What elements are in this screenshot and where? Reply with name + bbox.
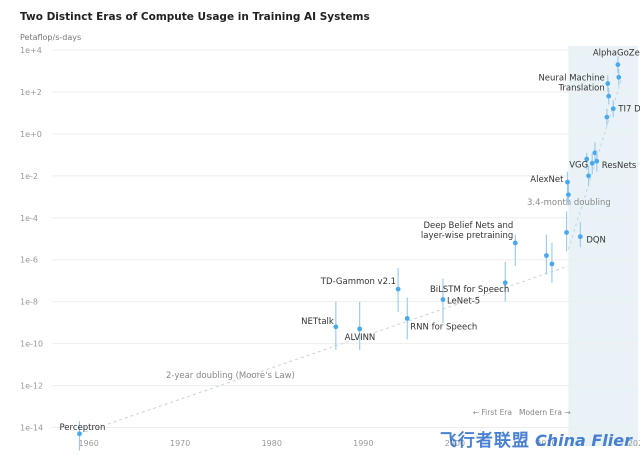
point-label: NETtalk: [301, 317, 334, 327]
data-point: [584, 156, 590, 162]
point-label: ALVINN: [345, 333, 376, 343]
data-point: [564, 230, 569, 235]
y-tick-label: 1e-10: [20, 340, 43, 349]
point-label: VGG: [569, 160, 588, 170]
y-tick-label: 1e-8: [20, 298, 38, 307]
data-point: [544, 253, 549, 258]
data-point: [566, 192, 571, 198]
data-point: [594, 158, 600, 164]
point-label: Perceptron: [59, 423, 105, 433]
data-point: [592, 150, 598, 156]
data-point: [577, 234, 583, 240]
y-tick-label: 1e-14: [20, 424, 43, 433]
watermark-logo: 飞行者联盟 China Flier: [440, 426, 632, 451]
data-point: [395, 286, 401, 292]
y-tick-label: 1e-4: [20, 214, 38, 223]
y-tick-label: 1e+0: [20, 130, 42, 139]
point-label: Deep Belief Nets and layer-wise pretraini…: [421, 221, 513, 241]
x-tick-label: 2000: [445, 439, 465, 448]
data-point: [440, 297, 446, 302]
y-tick-label: 1e+2: [20, 88, 42, 97]
data-point: [502, 280, 508, 286]
x-tick-label: 2010: [536, 439, 556, 448]
data-point: [604, 114, 610, 120]
data-point: [586, 173, 591, 179]
data-point: [606, 93, 612, 99]
point-label: BiLSTM for Speech: [430, 285, 509, 295]
point-label: RNN for Speech: [410, 322, 477, 332]
data-point: [512, 240, 518, 246]
point-label: TI7 Dota 1v1: [617, 105, 640, 115]
y-axis-label: Petaflop/s-days: [20, 33, 81, 42]
x-tick-label: 2020: [628, 439, 640, 448]
x-tick-label: 1970: [170, 439, 190, 448]
era-label-modern: Modern Era →: [519, 408, 571, 417]
data-point: [549, 261, 555, 267]
era-label-first: ← First Era: [473, 408, 512, 417]
point-label: Neural Machine Translation: [538, 74, 604, 94]
y-tick-label: 1e-6: [20, 256, 38, 265]
data-point: [605, 81, 611, 86]
data-point: [404, 316, 410, 321]
point-label: ResNets: [602, 161, 637, 171]
point-label: AlexNet: [530, 175, 564, 185]
chart-title: Two Distinct Eras of Compute Usage in Tr…: [20, 11, 370, 23]
data-point: [77, 431, 82, 437]
trend-label-moores-law: 2-year doubling (Moore's Law): [166, 371, 295, 381]
watermark-en: China Flier: [534, 431, 632, 450]
x-tick-label: 1980: [262, 439, 282, 448]
x-tick-label: 1960: [78, 439, 98, 448]
point-label: LeNet-5: [447, 297, 480, 307]
data-point: [610, 106, 616, 112]
data-point: [589, 160, 595, 166]
point-label: DQN: [586, 236, 606, 246]
trend-line-0: [79, 265, 569, 435]
data-point: [333, 324, 339, 330]
point-label: AlphaGoZero: [593, 49, 640, 59]
y-tick-label: 1e+4: [20, 46, 42, 55]
x-tick-label: 1990: [353, 439, 373, 448]
y-tick-label: 1e-2: [20, 172, 38, 181]
watermark-cn: 飞行者联盟: [439, 431, 530, 451]
data-point: [615, 62, 621, 68]
data-point: [357, 326, 363, 332]
data-point: [616, 74, 622, 80]
data-point: [565, 179, 570, 185]
point-label: TD-Gammon v2.1: [320, 277, 396, 287]
y-tick-label: 1e-12: [20, 382, 43, 391]
